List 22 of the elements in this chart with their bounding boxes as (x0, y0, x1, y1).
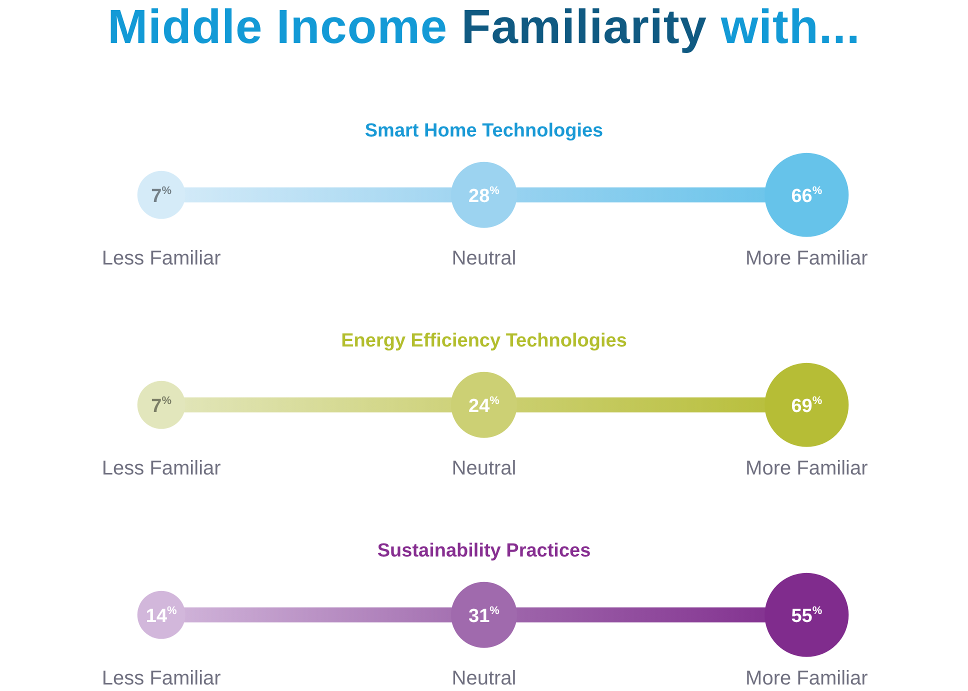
text: Energy Efficiency Technologies (341, 330, 627, 352)
data-label: 55% (791, 604, 822, 627)
text: Sustainability Practices (377, 540, 591, 562)
data-label: 69% (791, 394, 822, 417)
data-label: 66% (791, 184, 822, 207)
text: Middle Income Familiarity with... (108, 1, 860, 54)
data-label: 28% (468, 184, 500, 207)
category-label: Less Familiar (102, 668, 222, 690)
category-label: Less Familiar (102, 248, 222, 270)
category-label: Neutral (452, 248, 516, 270)
data-label: 31% (468, 604, 500, 627)
category-label: More Familiar (746, 458, 868, 480)
text: Smart Home Technologies (364, 120, 604, 142)
category-label: Neutral (452, 458, 516, 480)
category-label: Less Familiar (102, 458, 222, 480)
data-label: 14% (146, 604, 178, 627)
data-label: 7% (151, 394, 172, 417)
data-label: 7% (151, 184, 172, 207)
data-label: 24% (468, 394, 500, 417)
category-label: More Familiar (746, 668, 868, 690)
category-label: Neutral (452, 668, 516, 690)
category-label: More Familiar (746, 248, 868, 270)
